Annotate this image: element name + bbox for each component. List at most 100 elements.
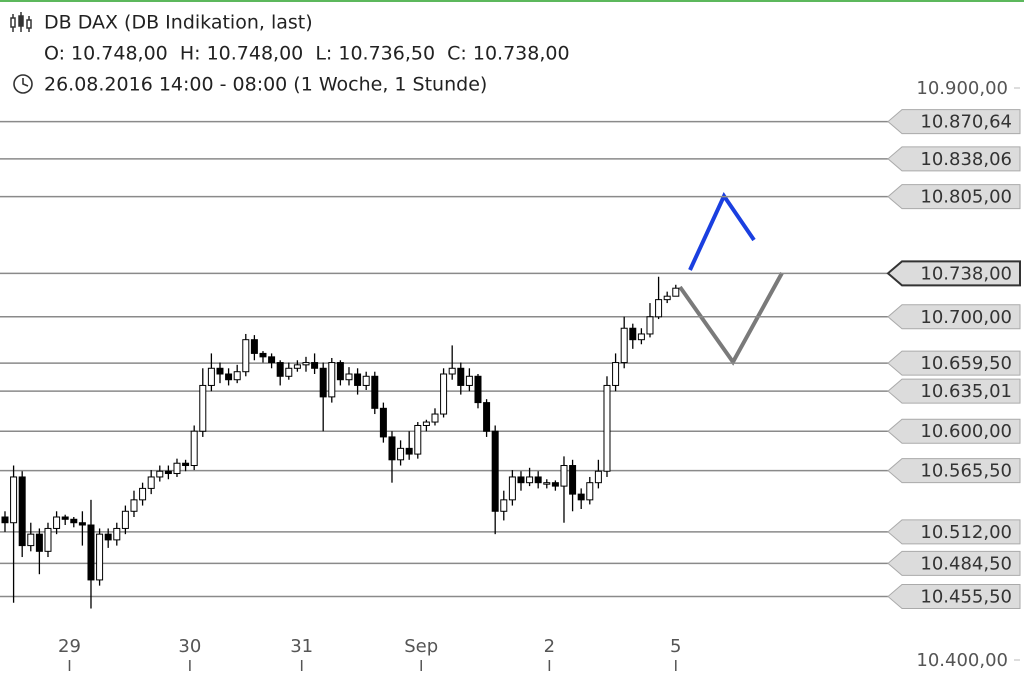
level-box (887, 378, 1021, 404)
clock-icon (13, 74, 33, 94)
candle-body (483, 402, 491, 432)
level-label: 10.659,50 (920, 353, 1012, 374)
level-label: 10.484,50 (920, 553, 1012, 574)
candle-body (465, 375, 473, 386)
candle-body (551, 482, 559, 487)
candle-body (388, 436, 396, 461)
candle-body (173, 462, 181, 475)
candle-body (371, 375, 379, 409)
candle-icon (10, 12, 32, 32)
projection-down (678, 272, 784, 366)
level-box (887, 146, 1021, 172)
level-label: 10.600,00 (920, 421, 1012, 442)
x-tick-label: 2 (544, 636, 555, 657)
candle-body (397, 447, 405, 461)
x-tick-label: 29 (58, 636, 81, 657)
candle-body (302, 362, 310, 366)
level-box (887, 350, 1021, 376)
candle-body (612, 362, 620, 386)
candle-body (328, 362, 336, 398)
candle-body (35, 533, 43, 552)
level-box (886, 260, 1021, 287)
candle-body (190, 430, 198, 467)
candle-body (78, 522, 86, 526)
candle-body (543, 482, 551, 485)
level-label: 10.635,01 (920, 381, 1012, 402)
candle-body (242, 339, 250, 373)
candle-body (87, 524, 95, 581)
candle-body (259, 352, 267, 358)
candle-body (199, 384, 207, 432)
candle-body (637, 333, 645, 341)
level-label: 10.455,50 (920, 587, 1012, 608)
level-label: 10.838,06 (920, 149, 1012, 170)
candle-body (207, 367, 215, 386)
candle-body (672, 287, 680, 297)
candle-body (431, 413, 439, 423)
candle-body (655, 299, 663, 318)
candle-body (534, 476, 542, 484)
x-tick-label: 5 (670, 636, 681, 657)
candle-body (379, 407, 387, 438)
candle-body (663, 295, 671, 301)
level-label: 10.738,00 (920, 263, 1012, 284)
candle-body (362, 375, 370, 386)
level-box (887, 550, 1021, 576)
x-tick-label: Sep (404, 636, 438, 657)
candle-body (96, 533, 104, 581)
candle-body (414, 424, 422, 455)
candle-body (61, 516, 69, 520)
level-box (887, 584, 1021, 610)
candle-body (44, 527, 52, 552)
candle-body (139, 487, 147, 501)
y-tick-label: 10.900,00 (916, 78, 1008, 99)
candle-body (345, 373, 353, 381)
level-box (887, 109, 1021, 135)
candle-body (27, 533, 35, 547)
level-box (887, 519, 1021, 545)
candle-body (560, 465, 568, 487)
candle-body (440, 373, 448, 415)
level-box (887, 458, 1021, 484)
candle-body (586, 482, 594, 501)
candle-body (491, 430, 499, 512)
candle-body (130, 499, 138, 512)
chart-title: DB DAX (DB Indikation, last) (44, 12, 313, 34)
candle-body (18, 476, 26, 547)
x-tick-label: 30 (178, 636, 201, 657)
candle-body (620, 327, 628, 364)
candle-body (250, 339, 258, 354)
candle-body (422, 421, 430, 426)
candle-body (182, 462, 190, 467)
candle-body (646, 316, 654, 335)
level-label: 10.512,00 (920, 522, 1012, 543)
candle-body (10, 476, 18, 524)
candle-body (569, 465, 577, 495)
x-tick-label: 31 (290, 636, 313, 657)
candle-body (603, 384, 611, 472)
candle-body (500, 499, 508, 512)
level-box (887, 184, 1021, 210)
period: 26.08.2016 14:00 - 08:00 (1 Woche, 1 Stu… (44, 74, 487, 96)
candle-body (268, 356, 276, 364)
candle-body (517, 476, 525, 484)
candle-body (508, 476, 516, 501)
candle-body (276, 362, 284, 377)
candle-body (577, 493, 585, 501)
level-box (887, 304, 1021, 330)
candle-body (405, 447, 413, 455)
candle-body (526, 476, 534, 484)
candle-body (156, 470, 164, 478)
level-label: 10.565,50 (920, 461, 1012, 482)
candle-body (164, 470, 172, 475)
candle-body (53, 516, 61, 529)
candle-body (594, 470, 602, 484)
candle-body (121, 510, 129, 529)
candle-body (336, 362, 344, 381)
candle-body (311, 362, 319, 369)
candle-body (474, 375, 482, 404)
candle-body (319, 367, 327, 398)
candle-body (629, 327, 637, 341)
